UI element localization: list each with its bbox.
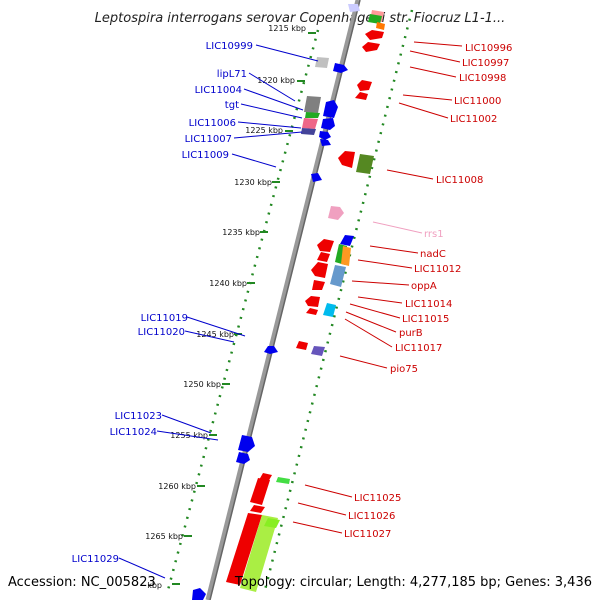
- genome-backbone: [205, 0, 361, 600]
- tick-label: kbp: [147, 581, 162, 590]
- reverse-strand-features: [226, 10, 385, 592]
- gene-label-LIC11020: LIC11020: [138, 327, 185, 338]
- tick-label: 1260 kbp: [158, 482, 196, 491]
- gene-label-purB: purB: [399, 328, 423, 339]
- leader-lines-right: [292, 41, 463, 534]
- gene-label-nadC: nadC: [420, 249, 446, 260]
- gene-label-LIC11006: LIC11006: [189, 118, 236, 129]
- gene-label-LIC11014: LIC11014: [405, 299, 452, 310]
- map-title: Leptospira interrogans serovar Copenhage…: [95, 11, 506, 26]
- tick-label: 1220 kbp: [257, 76, 295, 85]
- scale-ticks: [172, 32, 316, 585]
- gene-label-LIC11025: LIC11025: [354, 493, 401, 504]
- gene-label-LIC11023: LIC11023: [115, 411, 162, 422]
- gene-label-LIC11026: LIC11026: [348, 511, 395, 522]
- leader-lines-left: [118, 44, 319, 579]
- tick-label: 1225 kbp: [245, 126, 283, 135]
- forward-strand-features: [192, 4, 360, 600]
- tick-label: 1230 kbp: [234, 178, 272, 187]
- gene-label-oppA: oppA: [411, 281, 437, 292]
- tick-label: 1235 kbp: [222, 228, 260, 237]
- gene-label-LIC11027: LIC11027: [344, 529, 391, 540]
- gene-label-tgt: tgt: [225, 100, 239, 111]
- gene-label-LIC10996: LIC10996: [465, 43, 512, 54]
- gene-label-LIC11024: LIC11024: [110, 427, 157, 438]
- gene-label-LIC11029: LIC11029: [72, 554, 119, 565]
- accession-text: Accession: NC_005823: [8, 575, 156, 590]
- genome-backbone-edge: [209, 0, 361, 600]
- tick-label: 1245 kbp: [196, 330, 234, 339]
- right-scale-track: [263, 9, 414, 591]
- gene-label-LIC11000: LIC11000: [454, 96, 501, 107]
- gene-label-LIC11009: LIC11009: [182, 150, 229, 161]
- gene-label-LIC11007: LIC11007: [185, 134, 232, 145]
- topology-text: Topology: circular; Length: 4,277,185 bp…: [234, 575, 592, 590]
- gene-label-LIC11015: LIC11015: [402, 314, 449, 325]
- gene-label-pio75: pio75: [390, 364, 418, 375]
- gene-label-LIC11008: LIC11008: [436, 175, 483, 186]
- gene-label-LIC10999: LIC10999: [206, 41, 253, 52]
- gene-label-lipL71: lipL71: [217, 69, 247, 80]
- tick-label: 1240 kbp: [209, 279, 247, 288]
- left-scale-track: [166, 29, 320, 591]
- tick-label: 1250 kbp: [183, 380, 221, 389]
- gene-label-LIC11004: LIC11004: [195, 85, 242, 96]
- gene-label-LIC11002: LIC11002: [450, 114, 497, 125]
- gene-label-LIC11012: LIC11012: [414, 264, 461, 275]
- tick-label: 1265 kbp: [145, 532, 183, 541]
- tick-label: 1215 kbp: [268, 24, 306, 33]
- leader-line-rrs1: [372, 221, 423, 234]
- gene-label-LIC11017: LIC11017: [395, 343, 442, 354]
- gene-label-LIC10997: LIC10997: [462, 58, 509, 69]
- gene-label-LIC11019: LIC11019: [141, 313, 188, 324]
- gene-label-LIC10998: LIC10998: [459, 73, 506, 84]
- gene-label-rrs1: rrs1: [424, 229, 444, 240]
